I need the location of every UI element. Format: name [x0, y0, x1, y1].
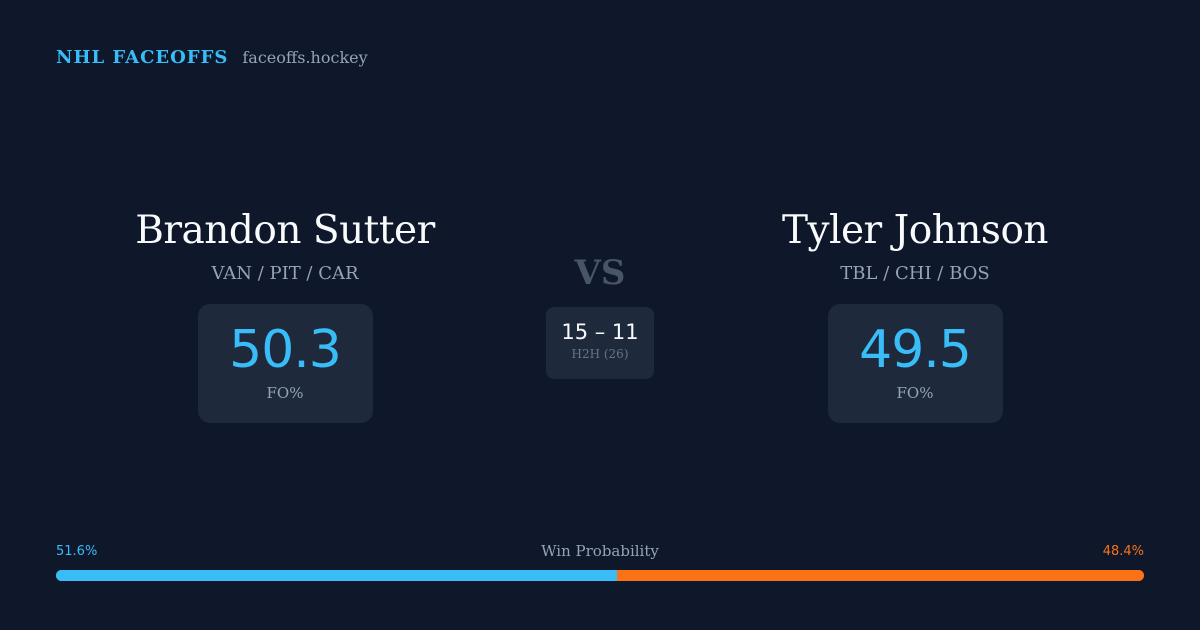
player-right: Tyler Johnson TBL / CHI / BOS 49.5 FO% [695, 206, 1135, 423]
player-right-teams: TBL / CHI / BOS [840, 263, 990, 284]
player-left-name: Brandon Sutter [135, 208, 435, 253]
win-probability-fill-right [617, 570, 1144, 581]
player-left-fo-value: 50.3 [229, 320, 342, 380]
brand-header: NHL FACEOFFS faceoffs.hockey [56, 47, 368, 68]
player-right-name: Tyler Johnson [781, 208, 1049, 253]
player-left-fo-card: 50.3 FO% [197, 304, 373, 423]
player-left-teams: VAN / PIT / CAR [211, 263, 359, 284]
head-to-head-score: 15 – 11 [561, 320, 639, 344]
player-left: Brandon Sutter VAN / PIT / CAR 50.3 FO% [65, 206, 505, 423]
brand-name: NHL FACEOFFS [56, 47, 229, 68]
win-probability-title: Win Probability [541, 542, 659, 560]
win-probability-right: 48.4% [1102, 544, 1144, 559]
player-right-fo-label: FO% [896, 384, 934, 402]
player-right-fo-value: 49.5 [859, 320, 972, 380]
player-left-fo-label: FO% [266, 384, 304, 402]
win-probability-fill-left [56, 570, 618, 581]
vs-label: VS [574, 253, 626, 293]
brand-site: faceoffs.hockey [242, 48, 368, 67]
win-probability-labels: 51.6% Win Probability 48.4% [56, 542, 1144, 564]
head-to-head-label: H2H (26) [571, 347, 629, 361]
win-probability-bar [56, 570, 1144, 581]
win-probability-left: 51.6% [56, 544, 98, 559]
player-right-fo-card: 49.5 FO% [827, 304, 1003, 423]
head-to-head-card: 15 – 11 H2H (26) [546, 307, 654, 379]
